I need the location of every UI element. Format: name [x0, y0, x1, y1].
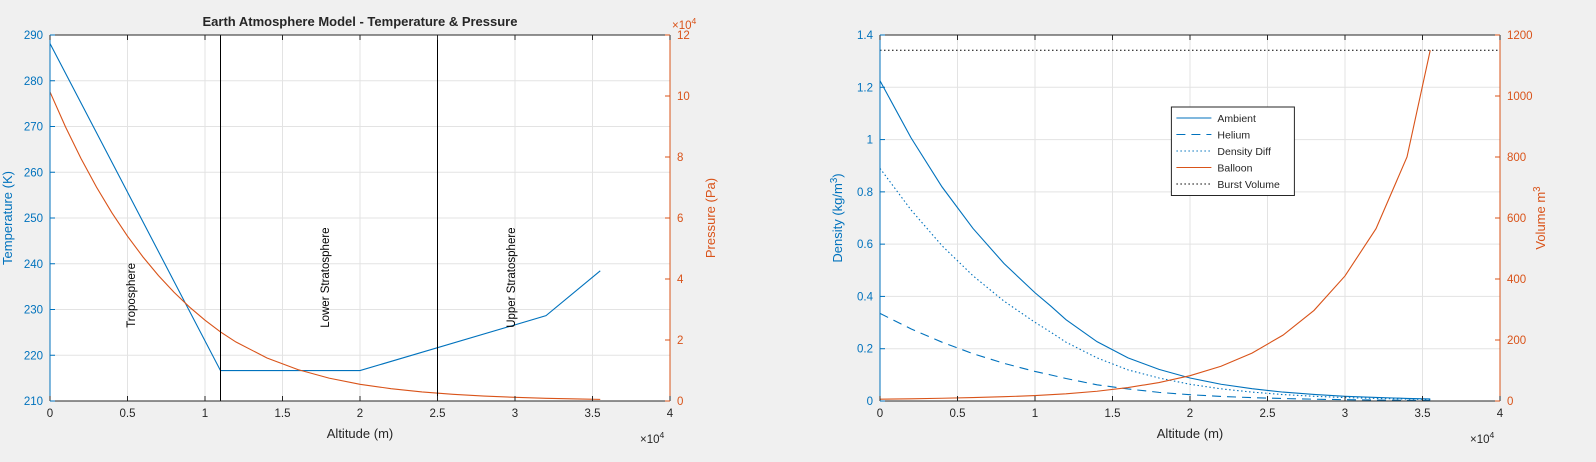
- legend-entry-label: Ambient: [1217, 113, 1256, 125]
- left-y-tick-label: 260: [24, 167, 43, 179]
- x-tick-label: 1: [1032, 408, 1038, 420]
- legend-entry-label: Balloon: [1217, 163, 1252, 175]
- left-y-tick-label: 1.4: [857, 30, 874, 42]
- right-y-tick-label: 10: [677, 91, 690, 103]
- legend-entry-label: Burst Volume: [1217, 179, 1280, 191]
- right-y-tick-label: 1200: [1507, 30, 1533, 42]
- left-y-tick-label: 230: [24, 305, 43, 317]
- series-line-1: [49, 91, 601, 400]
- left-y-tick-label: 0: [867, 396, 873, 408]
- left-y-tick-label: 250: [24, 213, 43, 225]
- left-y-tick-label: 0.2: [857, 344, 873, 356]
- x-tick-label: 4: [667, 408, 674, 420]
- x-tick-label: 3: [1342, 408, 1348, 420]
- left-y-tick-label: 1: [867, 135, 873, 147]
- right-y-tick-label: 200: [1507, 335, 1526, 347]
- x-tick-label: 0.5: [950, 408, 966, 420]
- region-annotation: Troposphere: [126, 263, 138, 328]
- region-annotation: Upper Stratosphere: [506, 227, 518, 327]
- x-tick-label: 4: [1497, 408, 1504, 420]
- x-tick-label: 1.5: [275, 408, 291, 420]
- x-tick-label: 2: [357, 408, 363, 420]
- x-tick-label: 2.5: [1260, 408, 1276, 420]
- left-y-tick-label: 220: [24, 350, 43, 362]
- right-y-tick-label: 12: [677, 30, 690, 42]
- x-tick-label: 3: [512, 408, 518, 420]
- x-tick-label: 2.5: [430, 408, 446, 420]
- x-exponent-label: ×104: [1470, 430, 1495, 446]
- right-y-tick-label: 0: [677, 396, 683, 408]
- series-line-0: [49, 43, 601, 372]
- right-y-tick-label: 8: [677, 152, 683, 164]
- legend-entry-label: Helium: [1217, 130, 1250, 142]
- right-y-tick-label: 1000: [1507, 91, 1533, 103]
- right-y-tick-label: 4: [677, 274, 684, 286]
- x-exponent-label: ×104: [640, 430, 665, 446]
- x-tick-label: 1.5: [1105, 408, 1121, 420]
- x-axis-label: Altitude (m): [1157, 426, 1223, 441]
- right-y-tick-label: 800: [1507, 152, 1526, 164]
- left-y-tick-label: 210: [24, 396, 43, 408]
- region-annotation: Lower Stratosphere: [320, 227, 332, 327]
- left-y-axis-label: Temperature (K): [0, 171, 15, 265]
- legend-entry-label: Density Diff: [1217, 146, 1271, 158]
- right-y-tick-label: 6: [677, 213, 683, 225]
- left-y-tick-label: 240: [24, 259, 43, 271]
- x-tick-label: 0.5: [120, 408, 136, 420]
- right-y-tick-label: 0: [1507, 396, 1513, 408]
- right-y-axis-label: Pressure (Pa): [703, 178, 718, 258]
- left-y-tick-label: 0.4: [857, 291, 874, 303]
- series-line-3: [879, 50, 1431, 400]
- left-y-tick-label: 290: [24, 30, 43, 42]
- series-line-0: [879, 80, 1431, 400]
- x-tick-label: 3.5: [585, 408, 601, 420]
- density-volume-chart: 0 0.5 1 1.5 2 2.5 3 3.5 4×104 Altitude (m) 0 0.2 0.4…: [829, 30, 1549, 446]
- left-y-tick-label: 1.2: [857, 82, 873, 94]
- x-axis-label: Altitude (m): [327, 426, 393, 441]
- left-y-tick-label: 0.6: [857, 239, 873, 251]
- right-y-exponent-label: ×104: [672, 16, 697, 32]
- right-y-tick-label: 600: [1507, 213, 1526, 225]
- x-tick-label: 0: [877, 408, 883, 420]
- right-y-tick-label: 2: [677, 335, 683, 347]
- left-y-tick-label: 270: [24, 122, 43, 134]
- chart-title: Earth Atmosphere Model - Temperature & P…: [203, 14, 518, 29]
- left-y-tick-label: 280: [24, 76, 43, 88]
- x-tick-label: 3.5: [1415, 408, 1431, 420]
- right-y-axis-label: Volume m3: [1532, 186, 1549, 249]
- x-tick-label: 1: [202, 408, 208, 420]
- x-tick-label: 0: [47, 408, 53, 420]
- x-tick-label: 2: [1187, 408, 1193, 420]
- legend-box: [1170, 106, 1295, 196]
- left-y-tick-label: 0.8: [857, 187, 873, 199]
- right-y-tick-label: 400: [1507, 274, 1526, 286]
- left-y-axis-label: Density (kg/m3): [829, 173, 846, 262]
- series-line-1: [879, 312, 1431, 401]
- series-line-2: [879, 168, 1431, 401]
